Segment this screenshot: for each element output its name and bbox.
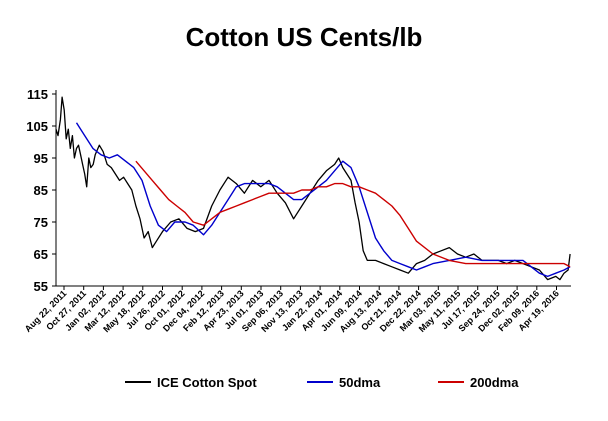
series-layer xyxy=(55,96,571,281)
chart-title: Cotton US Cents/lb xyxy=(186,22,423,52)
legend: ICE Cotton Spot 50dma 200dma xyxy=(125,375,519,390)
series-line-200dma xyxy=(135,160,571,268)
y-tick-label: 55 xyxy=(34,279,48,294)
legend-label: 200dma xyxy=(470,375,519,390)
y-tick-label: 65 xyxy=(34,247,48,262)
y-tick-label: 95 xyxy=(34,151,48,166)
y-tick-label: 85 xyxy=(34,183,48,198)
y-tick-labels: 115 105 95 85 75 65 55 xyxy=(26,87,56,294)
series-line-50dma xyxy=(75,122,571,278)
y-tick-label: 75 xyxy=(34,215,48,230)
legend-label: 50dma xyxy=(339,375,381,390)
legend-label: ICE Cotton Spot xyxy=(157,375,257,390)
y-tick-label: 115 xyxy=(27,87,48,102)
series-line-ice-cotton-spot xyxy=(55,96,571,281)
y-tick-label: 105 xyxy=(26,119,48,134)
